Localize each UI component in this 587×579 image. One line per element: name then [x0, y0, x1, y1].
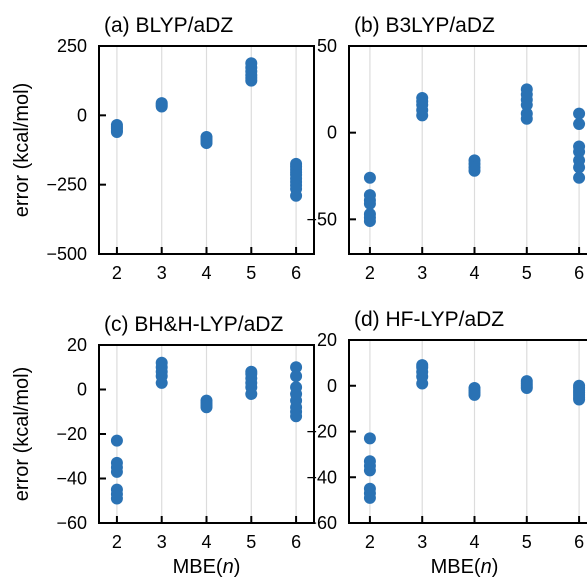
- data-point: [520, 375, 533, 388]
- y-tick-label: −250: [46, 175, 87, 195]
- x-tick-label: 2: [112, 263, 122, 283]
- x-tick-label: 3: [417, 532, 427, 552]
- x-tick-label: 5: [522, 263, 532, 283]
- data-point: [573, 171, 586, 184]
- data-point: [363, 491, 376, 504]
- data-point: [573, 145, 586, 158]
- y-tick-label: 0: [327, 376, 337, 396]
- x-tick-label: 3: [157, 263, 167, 283]
- x-tick-label: 4: [469, 263, 479, 283]
- x-tick-label: 4: [201, 263, 211, 283]
- panel-title: (a) BLYP/aDZ: [104, 14, 233, 37]
- y-tick-label: 0: [327, 123, 337, 143]
- plot-frame: [348, 45, 587, 255]
- x-tick-label: 4: [469, 532, 479, 552]
- data-point: [155, 356, 168, 369]
- y-tick-label: −500: [46, 244, 87, 264]
- y-tick-label: 20: [67, 335, 87, 355]
- x-tick-label: 2: [365, 532, 375, 552]
- data-point: [363, 432, 376, 445]
- y-tick-label: −40: [306, 467, 337, 487]
- x-tick-label: 4: [201, 532, 211, 552]
- data-point: [416, 92, 429, 104]
- panel-title: (b) B3LYP/aDZ: [354, 14, 495, 37]
- x-axis-label: MBE(n): [431, 556, 499, 578]
- data-point: [573, 118, 586, 130]
- x-tick-label: 3: [157, 532, 167, 552]
- y-tick-label: −40: [56, 469, 87, 489]
- panel-a: 2 3 4 5 6 −500 −250 0 250 (a) BLYP/aDZ error (kcal…: [11, 14, 315, 283]
- data-point: [290, 410, 303, 423]
- x-tick-label: 3: [417, 263, 427, 283]
- data-point: [200, 137, 213, 150]
- data-point: [110, 434, 123, 447]
- data-point: [155, 97, 168, 110]
- data-point: [363, 215, 376, 228]
- y-tick-label: −20: [306, 422, 337, 442]
- data-point: [290, 189, 303, 202]
- panel-title: (d) HF-LYP/aDZ: [354, 308, 504, 331]
- data-point: [290, 370, 303, 383]
- data-point: [245, 57, 258, 70]
- y-tick-label: −50: [306, 209, 337, 229]
- data-point: [520, 83, 533, 96]
- data-point: [363, 197, 376, 210]
- x-tick-label: 6: [291, 532, 301, 552]
- x-tick-label: 2: [365, 263, 375, 283]
- panel-d: 2 3 4 5 6 −60 −40 −20 0 20 (d) HF-LYP/aDZ MBE(n): [306, 308, 587, 578]
- x-tick-label: 5: [522, 532, 532, 552]
- data-point: [363, 171, 376, 184]
- data-point: [110, 465, 123, 478]
- panel-c: 2 3 4 5 6 −60 −40 −20 0 20 (c) BH&H-LYP/aDZ error (…: [11, 313, 315, 578]
- data-point: [520, 107, 533, 120]
- y-axis-label: error (kcal/mol): [11, 367, 33, 501]
- y-tick-label: 0: [77, 105, 87, 125]
- data-point: [468, 388, 481, 401]
- x-tick-label: 6: [574, 532, 584, 552]
- data-point: [363, 464, 376, 477]
- x-axis-label: MBE(n): [173, 556, 241, 578]
- x-tick-label: 6: [574, 263, 584, 283]
- panel-b: 2 3 4 5 6 −50 0 50 (b) B3LYP/aDZ: [306, 14, 587, 283]
- y-tick-label: 0: [77, 380, 87, 400]
- data-point: [416, 359, 429, 372]
- data-point: [573, 393, 586, 406]
- y-tick-label: 250: [57, 36, 87, 56]
- x-tick-label: 6: [291, 263, 301, 283]
- data-point: [200, 401, 213, 414]
- data-point: [290, 361, 303, 374]
- data-point: [573, 107, 586, 120]
- data-point: [110, 125, 123, 138]
- data-point: [245, 365, 258, 378]
- x-tick-label: 2: [112, 532, 122, 552]
- panel-title: (c) BH&H-LYP/aDZ: [104, 313, 283, 336]
- y-tick-label: −20: [56, 424, 87, 444]
- y-tick-label: 20: [317, 330, 337, 350]
- y-tick-label: −60: [306, 513, 337, 533]
- data-point: [110, 492, 123, 505]
- plot-frame: [348, 339, 587, 524]
- y-tick-label: 50: [317, 36, 337, 56]
- data-point: [573, 161, 586, 174]
- x-tick-label: 5: [246, 263, 256, 283]
- x-tick-label: 5: [246, 532, 256, 552]
- data-point: [468, 164, 481, 177]
- y-axis-label: error (kcal/mol): [11, 83, 33, 217]
- y-tick-label: −60: [56, 513, 87, 533]
